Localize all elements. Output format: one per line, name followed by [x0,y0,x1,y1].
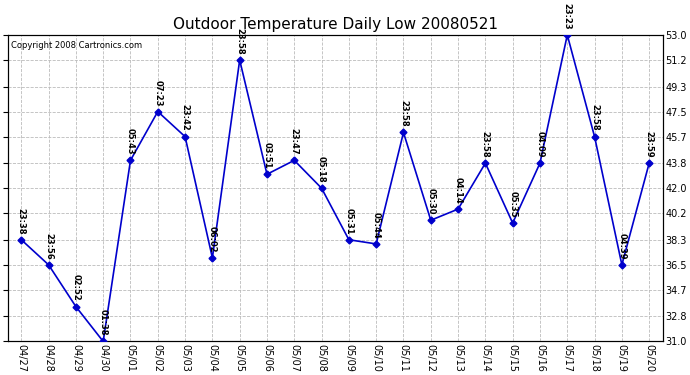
Text: 04:39: 04:39 [618,233,627,259]
Text: 23:58: 23:58 [590,105,599,131]
Text: 23:59: 23:59 [644,131,653,158]
Text: 05:31: 05:31 [344,208,353,234]
Text: 23:56: 23:56 [44,232,53,259]
Text: 23:58: 23:58 [481,131,490,158]
Title: Outdoor Temperature Daily Low 20080521: Outdoor Temperature Daily Low 20080521 [172,17,497,32]
Text: 03:51: 03:51 [262,142,271,169]
Text: 07:23: 07:23 [153,80,162,106]
Text: 23:58: 23:58 [235,28,244,54]
Text: 05:18: 05:18 [317,156,326,183]
Text: 04:14: 04:14 [453,177,462,204]
Text: 23:38: 23:38 [17,208,26,234]
Text: 06:02: 06:02 [208,226,217,252]
Text: 01:38: 01:38 [99,309,108,336]
Text: 23:47: 23:47 [290,128,299,155]
Text: 04:09: 04:09 [535,131,544,158]
Text: 23:23: 23:23 [563,3,572,29]
Text: 05:43: 05:43 [126,128,135,155]
Text: Copyright 2008 Cartronics.com: Copyright 2008 Cartronics.com [11,41,142,50]
Text: 05:35: 05:35 [508,191,518,217]
Text: 05:44: 05:44 [372,211,381,238]
Text: 23:42: 23:42 [181,104,190,131]
Text: 05:30: 05:30 [426,188,435,215]
Text: 23:58: 23:58 [399,100,408,127]
Text: 02:52: 02:52 [71,274,81,301]
